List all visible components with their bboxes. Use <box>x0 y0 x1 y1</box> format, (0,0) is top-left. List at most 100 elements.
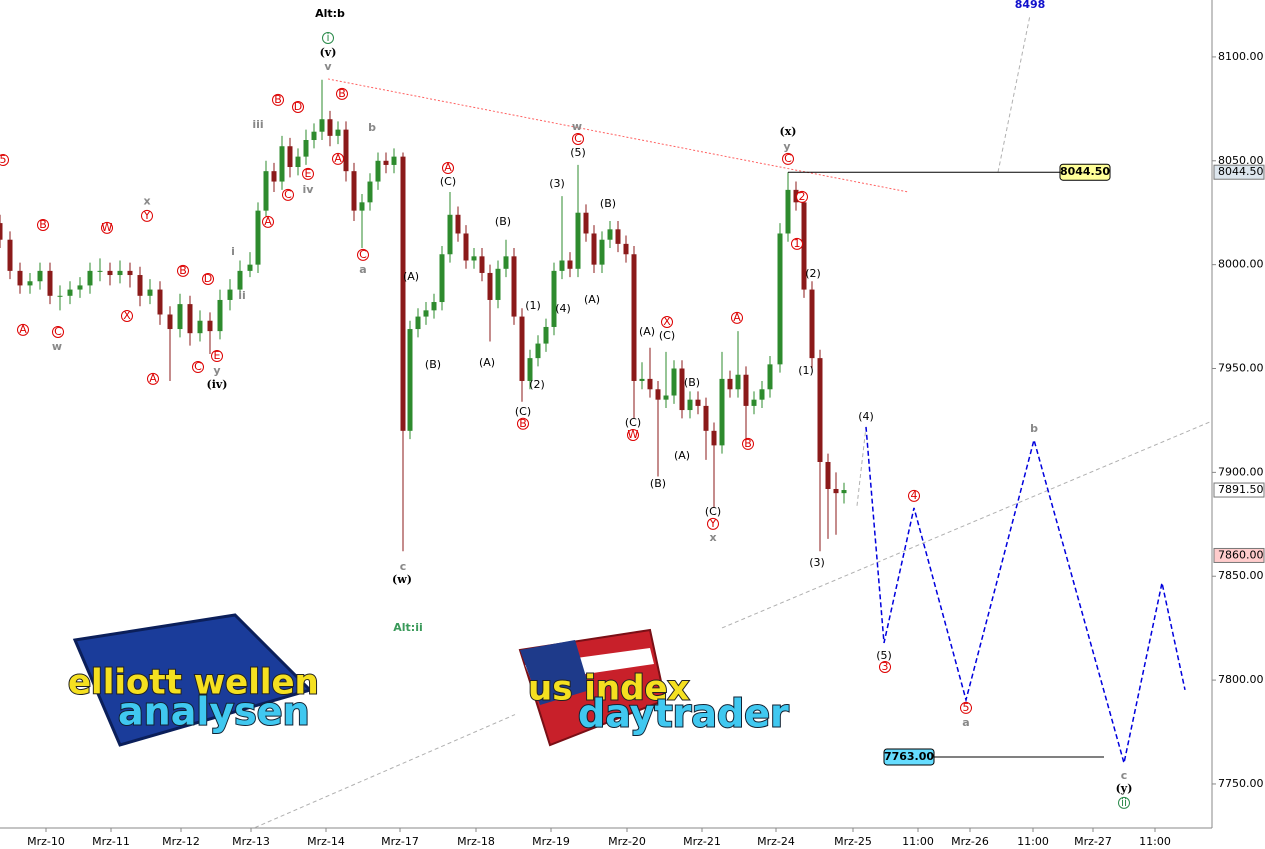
candle-body <box>343 129 349 172</box>
wave-label: C <box>359 248 367 261</box>
projection-line <box>865 426 1186 764</box>
wave-label: i <box>326 31 329 44</box>
candle-body <box>455 214 461 234</box>
candle-body <box>279 146 285 182</box>
wave-circle <box>177 264 189 277</box>
candle-body <box>177 304 183 330</box>
candle-body <box>447 214 453 255</box>
candle-body <box>117 270 123 276</box>
wave-label: v <box>324 60 332 73</box>
logo-text: daytrader <box>578 692 789 736</box>
candle-body <box>623 243 629 255</box>
wave-circle <box>322 32 334 45</box>
wave-label: (B) <box>425 358 441 371</box>
x-tick-label: Mrz-26 <box>951 835 989 848</box>
wave-label: x <box>143 194 150 207</box>
wave-label: 1 <box>794 237 801 250</box>
wave-circle <box>879 661 891 674</box>
wave-label: 5 <box>0 153 7 166</box>
candle-body <box>503 256 509 269</box>
wave-label: (A) <box>584 293 600 306</box>
wave-label: (4) <box>858 410 874 423</box>
candle-body <box>647 378 653 390</box>
y-tick-label: 8100.00 <box>1218 50 1264 63</box>
wave-circle <box>272 93 284 106</box>
wave-circle <box>292 100 304 113</box>
price-tag <box>1213 164 1265 180</box>
candle-body <box>639 378 645 381</box>
wave-label: C <box>574 132 582 145</box>
candle-body <box>57 295 63 297</box>
candle-body <box>237 270 243 290</box>
candle-body <box>7 239 13 271</box>
wave-label: (B) <box>684 376 700 389</box>
wave-circle <box>262 215 274 228</box>
candle-body <box>167 314 173 330</box>
candle-body <box>511 256 517 317</box>
wave-circle <box>121 309 133 322</box>
wave-label: 4 <box>911 489 918 502</box>
wave-circle <box>282 188 294 201</box>
wave-label: (x) <box>780 125 797 138</box>
candle-body <box>519 316 525 381</box>
logo-elliott: elliott wellen analysen <box>67 613 320 747</box>
wave-circle <box>731 311 743 324</box>
level-box <box>1059 163 1111 181</box>
wave-label: (B) <box>650 477 666 490</box>
candle-body <box>751 399 757 406</box>
x-tick-label: 11:00 <box>1139 835 1171 848</box>
candle-body <box>631 254 637 381</box>
x-tick-label: Mrz-12 <box>162 835 200 848</box>
wave-circle <box>336 87 348 100</box>
candle-body <box>319 119 325 132</box>
candle-body <box>415 316 421 330</box>
candle-body <box>777 233 783 365</box>
wave-circle <box>796 190 808 203</box>
wave-label: Y <box>143 209 151 222</box>
wave-label: W <box>628 428 639 441</box>
wave-label: A <box>149 372 157 385</box>
candle-body <box>263 171 269 211</box>
candle-body <box>407 329 413 431</box>
candle-body <box>711 430 717 446</box>
wave-label: (C) <box>659 329 675 342</box>
price-tag <box>1213 547 1265 563</box>
wave-circle <box>0 153 9 166</box>
candle-body <box>607 229 613 240</box>
candle-body <box>567 260 573 269</box>
wave-label: (2) <box>805 267 821 280</box>
trend-line <box>327 78 909 193</box>
candle-body <box>687 399 693 411</box>
candle-body <box>801 202 807 290</box>
wave-label: (4) <box>555 302 571 315</box>
x-tick-label: Mrz-13 <box>232 835 270 848</box>
wave-circle <box>211 350 223 363</box>
candle-body <box>841 490 847 494</box>
candle-body <box>833 488 839 494</box>
candle-body <box>271 171 277 182</box>
candle-body <box>535 343 541 359</box>
wave-label: X <box>663 315 671 328</box>
x-tick-label: Mrz-20 <box>608 835 646 848</box>
y-tick-label: 8000.00 <box>1218 258 1264 271</box>
candle-body <box>703 405 709 431</box>
candle-body <box>495 268 501 300</box>
candle-body <box>655 389 661 400</box>
wave-circle <box>302 167 314 180</box>
wave-label: a <box>962 716 969 729</box>
candle-body <box>817 358 823 462</box>
candle-body <box>719 378 725 446</box>
wave-label: x <box>709 531 716 544</box>
wave-label: 8498 <box>1015 0 1046 11</box>
candle-body <box>37 270 43 282</box>
price-tag-label: 8044.50 <box>1218 165 1264 178</box>
wave-circle <box>17 323 29 336</box>
wave-label: C <box>54 325 62 338</box>
candle-body <box>663 395 669 400</box>
wave-label: (A) <box>639 325 655 338</box>
wave-label: w <box>52 340 62 353</box>
candle-body <box>295 156 301 168</box>
candle-body <box>197 320 203 334</box>
wave-label: B <box>179 264 187 277</box>
